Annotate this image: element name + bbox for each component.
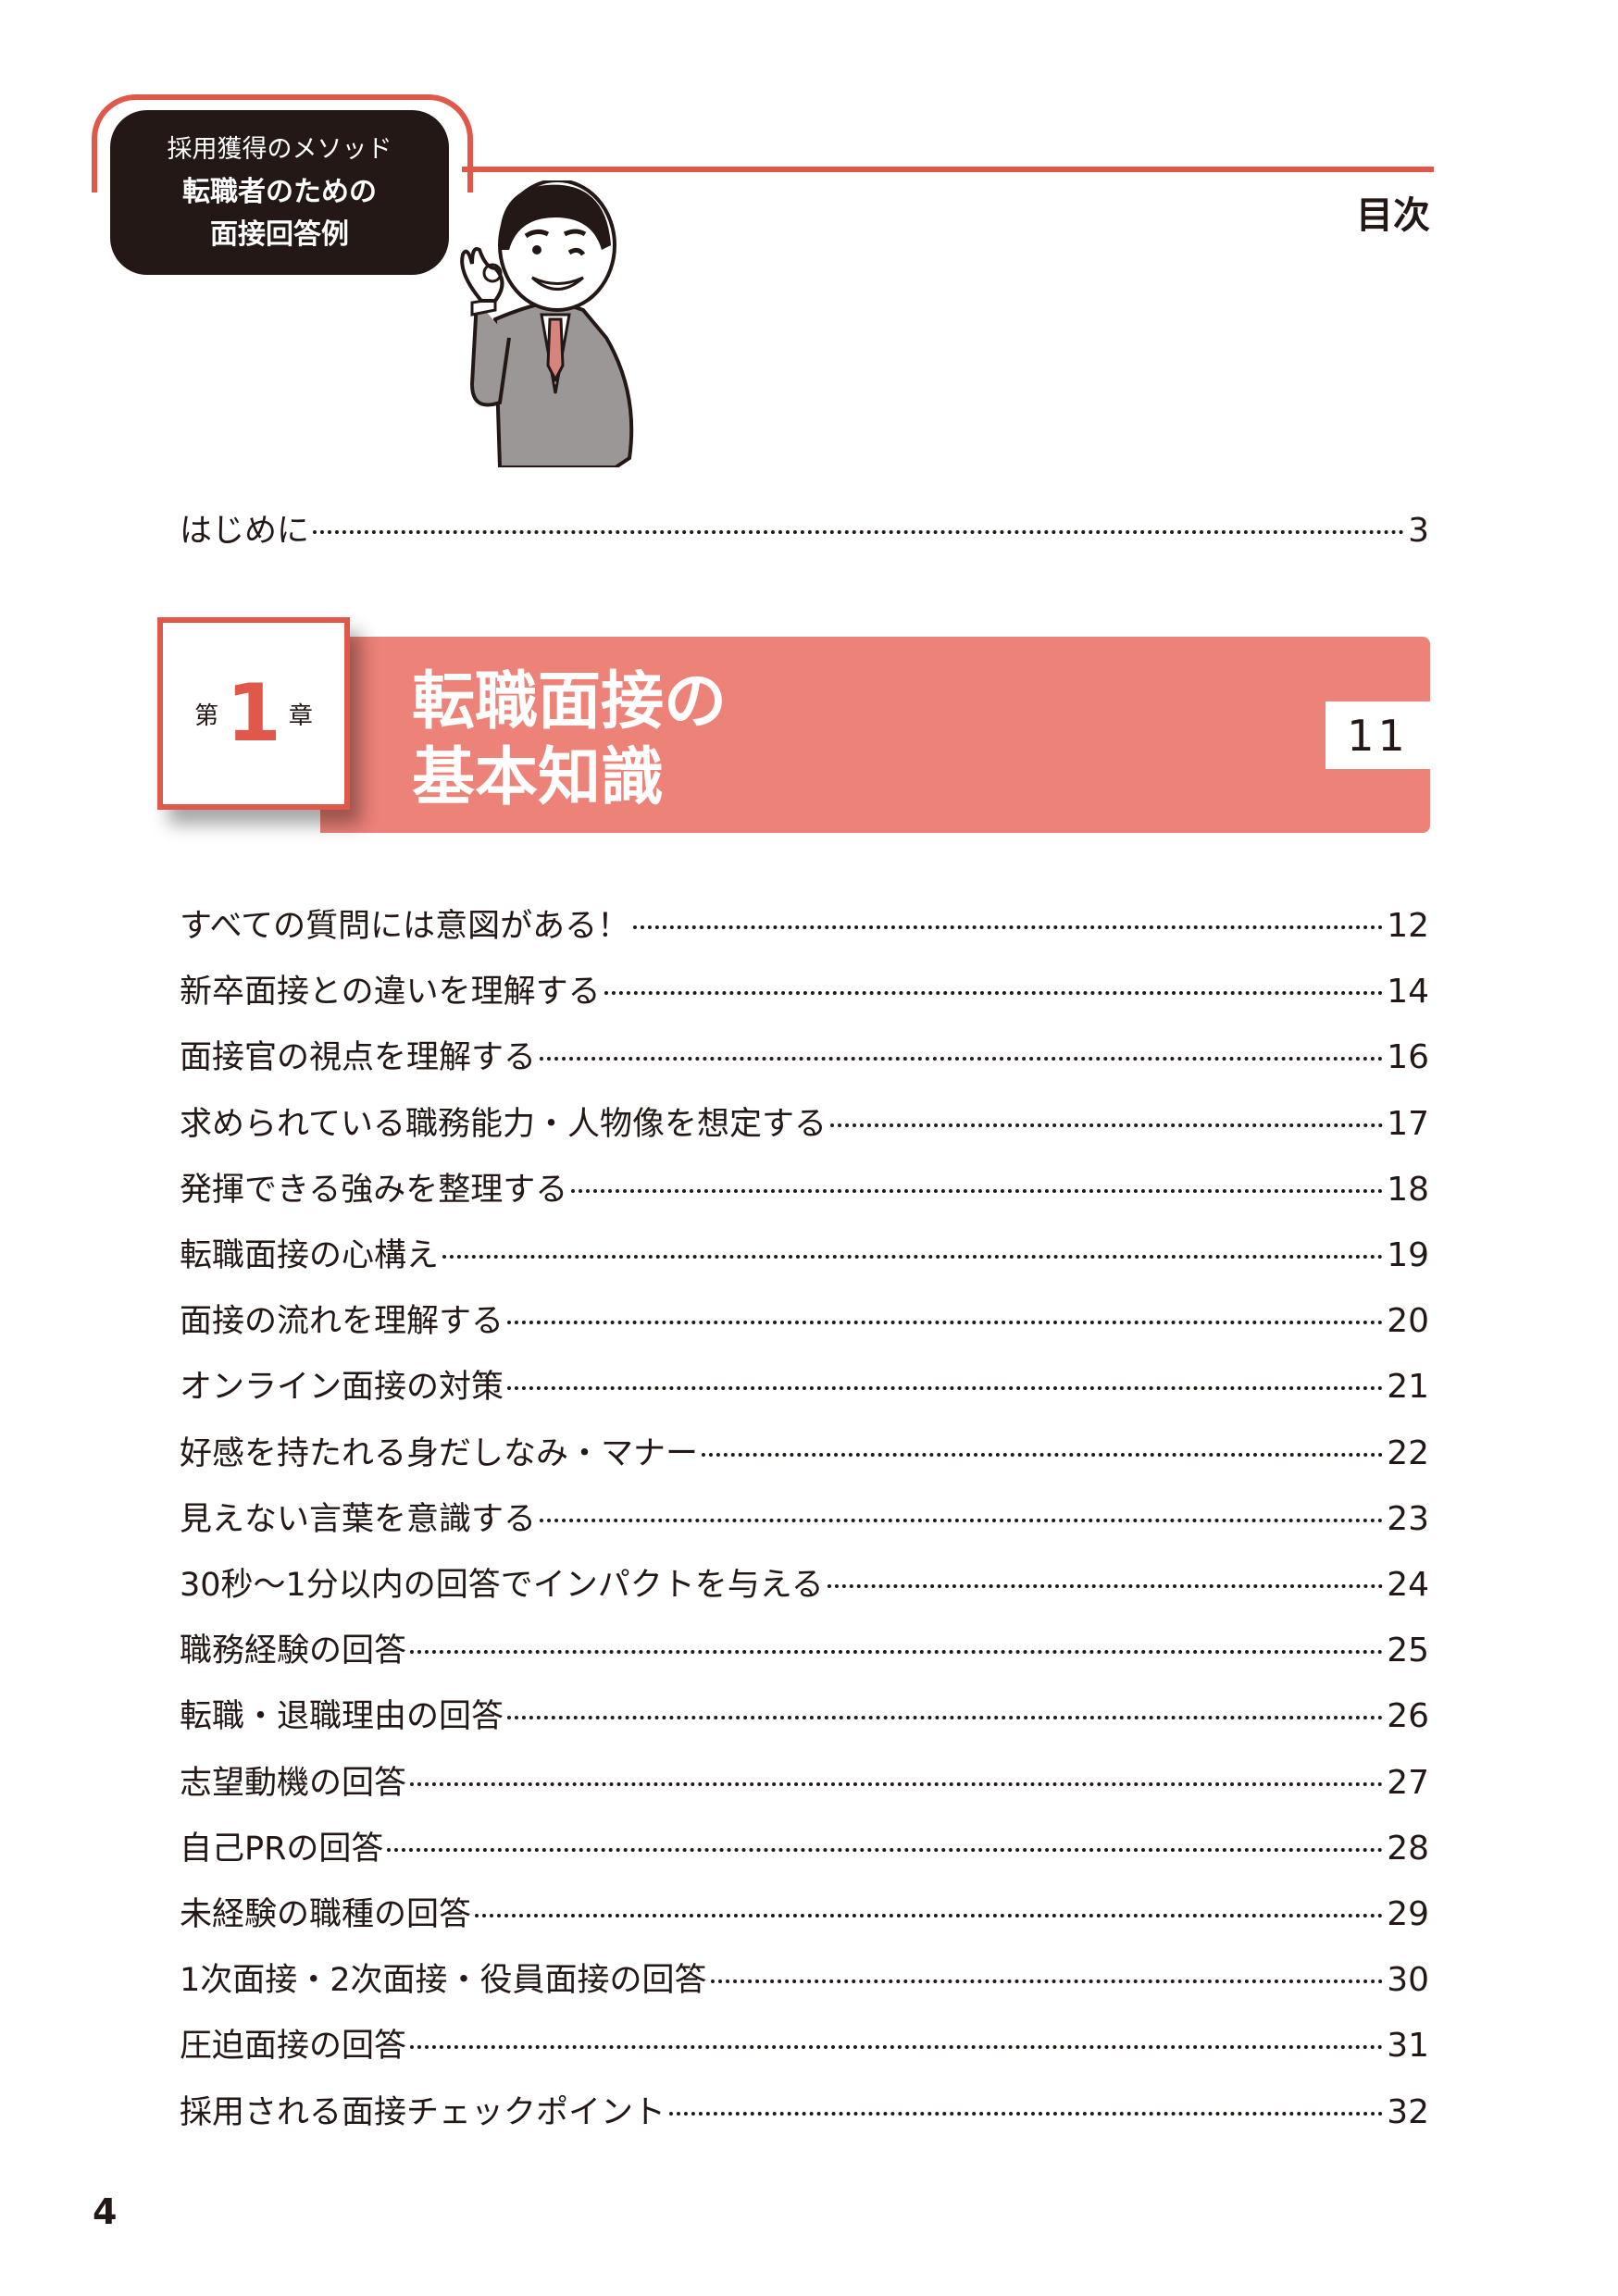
toc-entry-label: すべての質問には意図がある！ [180,908,630,945]
toc-entry[interactable]: 志望動機の回答 27 [180,1756,1429,1803]
toc-entry[interactable]: 転職面接の心構え 19 [180,1229,1429,1275]
chapter-prefix: 第 [194,701,219,730]
toc-entry-page: 26 [1387,1697,1429,1736]
book-title-line1: 転職者のための [182,176,377,208]
toc-entry-label: 職務経験の回答 [180,1632,407,1670]
toc-entry[interactable]: 面接官の視点を理解する 16 [180,1031,1429,1077]
dot-leader [507,1321,1384,1325]
toc-entry[interactable]: 発揮できる強みを整理する 18 [180,1163,1429,1210]
toc-entry-page: 20 [1387,1302,1429,1341]
toc-entry-label: 新卒面接との違いを理解する [180,974,601,1011]
dot-leader [410,2045,1384,2050]
toc-entry[interactable]: 求められている職務能力・人物像を想定する 17 [180,1098,1429,1144]
toc-entry-page: 12 [1387,907,1429,945]
toc-entry-page: 28 [1387,1829,1429,1868]
dot-leader [669,2111,1384,2116]
toc-entry-page: 31 [1387,2027,1429,2066]
dot-leader [702,1452,1384,1457]
chapter-number-box: 第 1 章 [157,617,350,810]
dot-leader [829,1123,1384,1127]
header-tab-outline [92,94,473,192]
toc-entry-page: 17 [1387,1104,1429,1143]
toc-entry-label: 転職・退職理由の回答 [180,1698,504,1736]
toc-entry-page: 24 [1387,1566,1429,1604]
toc-entry[interactable]: 見えない言葉を意識する 23 [180,1493,1429,1539]
toc-entry-page: 29 [1387,1895,1429,1933]
toc-entry-label: 面接官の視点を理解する [180,1039,537,1077]
dot-leader [571,1188,1384,1193]
dot-leader [710,1980,1384,1984]
chapter-title-line2: 基本知識 [412,741,665,814]
dot-leader [540,1057,1384,1061]
toc-entry-label: 未経験の職種の回答 [180,1896,472,1933]
toc-entry-label: 1次面接・2次面接・役員面接の回答 [180,1962,707,2000]
chapter-banner [320,637,1430,833]
toc-entry-page: 25 [1387,1632,1429,1670]
series-name: 採用獲得のメソッド [167,135,392,164]
toc-entry-page: 22 [1387,1433,1429,1472]
toc-entry-label: 見えない言葉を意識する [180,1500,537,1538]
toc-entry[interactable]: 職務経験の回答 25 [180,1624,1429,1670]
chapter-page-number: 11 [1326,701,1430,769]
toc-entry-label: 自己PRの回答 [180,1830,384,1868]
book-title-line2: 面接回答例 [210,218,349,251]
toc-entry-label: オンライン面接の対策 [180,1369,504,1407]
toc-entry-label: 求められている職務能力・人物像を想定する [180,1105,827,1143]
toc-entry[interactable]: 1次面接・2次面接・役員面接の回答 30 [180,1954,1429,2000]
toc-entry[interactable]: 自己PRの回答 28 [180,1822,1429,1868]
toc-title: 目次 [1356,194,1430,237]
dot-leader [410,1781,1384,1786]
toc-entry-label: 志望動機の回答 [180,1764,407,1802]
toc-entry-page: 27 [1387,1763,1429,1802]
toc-entry[interactable]: 好感を持たれる身だしなみ・マナー 22 [180,1427,1429,1473]
toc-entry-label: 採用される面接チェックポイント [180,2093,666,2131]
dot-leader [540,1518,1384,1522]
dot-leader [827,1584,1384,1588]
chapter-number: 1 [226,667,281,760]
book-title-tab: 採用獲得のメソッド 転職者のための 面接回答例 [110,110,449,275]
toc-entry-page: 21 [1387,1368,1429,1407]
dot-leader [633,925,1384,929]
toc-entry[interactable]: オンライン面接の対策 21 [180,1360,1429,1407]
toc-entry-page: 32 [1387,2092,1429,2131]
toc-entry-label: 好感を持たれる身だしなみ・マナー [180,1434,699,1472]
toc-entry-label: 30秒〜1分以内の回答でインパクトを与える [180,1567,824,1604]
toc-entry[interactable]: 未経験の職種の回答 29 [180,1888,1429,1934]
dot-leader [475,1914,1384,1917]
toc-entry[interactable]: 転職・退職理由の回答 26 [180,1690,1429,1736]
header-rule [462,167,1434,172]
toc-entry[interactable]: 新卒面接との違いを理解する 14 [180,965,1429,1011]
dot-leader [507,1386,1384,1391]
toc-entry-label: 発揮できる強みを整理する [180,1171,568,1209]
toc-entry-label: 面接の流れを理解する [180,1303,504,1341]
dot-leader [442,1255,1384,1259]
toc-entry[interactable]: 面接の流れを理解する 20 [180,1295,1429,1341]
dot-leader [387,1847,1384,1852]
toc-entry[interactable]: 圧迫面接の回答 31 [180,2019,1429,2066]
toc-entry-page: 23 [1387,1499,1429,1538]
toc-entry[interactable]: すべての質問には意図がある！ 12 [180,900,1429,946]
toc-entry-page: 18 [1387,1170,1429,1209]
toc-entry-label: はじめに [180,513,310,550]
toc-entry-intro[interactable]: はじめに 3 [180,504,1429,551]
dot-leader [604,991,1384,996]
dot-leader [507,1716,1384,1720]
toc-entry[interactable]: 採用される面接チェックポイント 32 [180,2086,1429,2132]
chapter-title-line1: 転職面接の [412,665,728,738]
toc-entry-label: 圧迫面接の回答 [180,2028,407,2066]
toc-entry-page: 30 [1387,1961,1429,2000]
chapter-suffix: 章 [288,701,313,730]
toc-entry-page: 16 [1387,1038,1429,1077]
dot-leader [313,530,1405,534]
chapter-title[interactable]: 転職面接の 基本知識 [412,664,727,816]
dot-leader [410,1650,1384,1655]
page-number: 4 [93,2191,118,2232]
toc-entry[interactable]: 30秒〜1分以内の回答でインパクトを与える 24 [180,1558,1429,1605]
toc-entry-page: 19 [1387,1236,1429,1274]
businessman-illustration [460,180,634,467]
toc-entry-page: 3 [1408,512,1429,550]
toc-entry-page: 14 [1387,973,1429,1011]
toc-entry-label: 転職面接の心構え [180,1237,440,1274]
